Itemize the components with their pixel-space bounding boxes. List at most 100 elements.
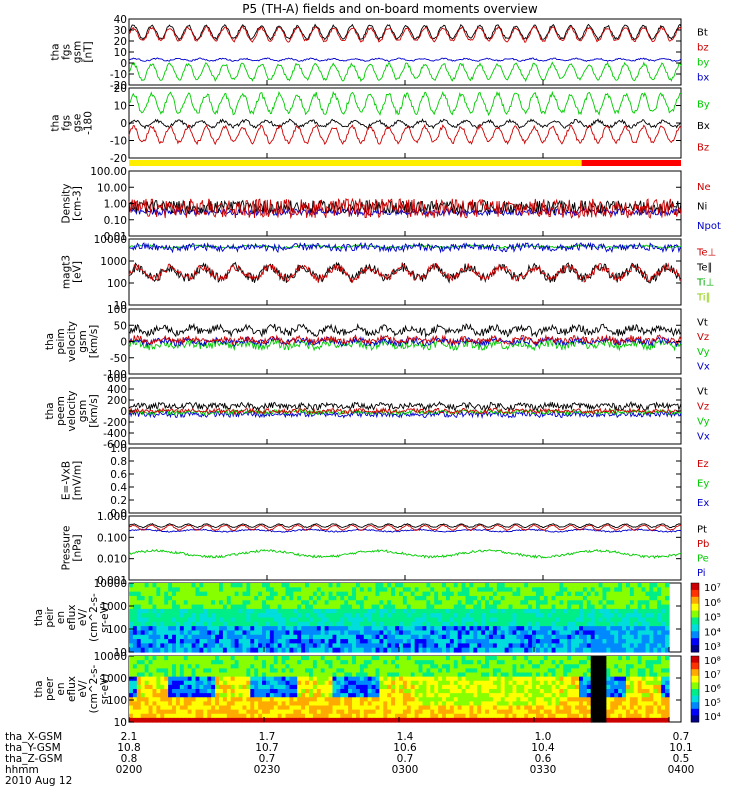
spectrogram-cell bbox=[551, 647, 557, 653]
spectrogram-cell bbox=[340, 697, 345, 702]
spectrogram-cell bbox=[277, 621, 283, 627]
spectrogram-cell bbox=[590, 668, 596, 674]
spectrogram-cell bbox=[219, 608, 224, 614]
spectrogram-cell bbox=[410, 701, 416, 707]
spectrogram-cell bbox=[555, 717, 561, 723]
spectrogram-cell bbox=[132, 693, 138, 698]
spectrogram-cell bbox=[598, 672, 604, 678]
spectrogram-cell bbox=[250, 668, 255, 674]
spectrogram-cell bbox=[414, 643, 420, 649]
spectrogram-cell bbox=[187, 634, 193, 640]
spectrogram-cell bbox=[168, 583, 173, 588]
spectrogram-cell bbox=[136, 676, 142, 682]
spectrogram-cell bbox=[461, 668, 467, 674]
spectrogram-cell bbox=[492, 608, 498, 614]
spectrogram-cell bbox=[625, 664, 631, 669]
spectrogram-cell bbox=[575, 697, 580, 702]
spectrogram-cell bbox=[543, 591, 549, 597]
spectrogram-cell bbox=[371, 705, 377, 711]
spectrogram-cell bbox=[586, 713, 592, 719]
spectrogram-cell bbox=[305, 684, 310, 690]
spectrogram-cell bbox=[269, 608, 275, 614]
spectrogram-cell bbox=[402, 676, 408, 682]
spectrogram-cell bbox=[641, 630, 647, 636]
spectrogram-cell bbox=[281, 621, 287, 627]
spectrogram-cell bbox=[575, 676, 580, 682]
spectrogram-cell bbox=[379, 693, 384, 698]
spectrogram-cell bbox=[590, 604, 596, 610]
spectrogram-cell bbox=[426, 600, 431, 606]
spectrogram-cell bbox=[195, 709, 201, 715]
spectrogram-cell bbox=[629, 595, 635, 601]
spectrogram-cell bbox=[637, 713, 643, 719]
spectrogram-cell bbox=[336, 634, 341, 640]
spectrogram-cell bbox=[469, 709, 474, 715]
spectrogram-cell bbox=[219, 676, 224, 682]
spectrogram-cell bbox=[340, 639, 345, 644]
spectrogram-cell bbox=[430, 608, 435, 614]
spectrogram-cell bbox=[352, 634, 357, 640]
spectrogram-cell bbox=[391, 647, 396, 653]
spectrogram-cell bbox=[301, 660, 306, 665]
spectrogram-cell bbox=[328, 689, 334, 694]
spectrogram-cell bbox=[629, 643, 635, 649]
spectrogram-cell bbox=[234, 604, 240, 610]
spectrogram-cell bbox=[179, 660, 185, 665]
spectrogram-cell bbox=[614, 693, 619, 698]
spectrogram-cell bbox=[555, 630, 561, 636]
spectrogram-cell bbox=[242, 717, 247, 723]
spectrogram-cell bbox=[316, 660, 322, 665]
spectrogram-cell bbox=[187, 705, 193, 711]
spectrogram-cell bbox=[637, 656, 643, 661]
spectrogram-cell bbox=[579, 656, 584, 661]
spectrogram-cell bbox=[633, 656, 639, 661]
spectrogram-cell bbox=[473, 689, 478, 694]
spectrogram-cell bbox=[582, 604, 588, 610]
spectrogram-cell bbox=[586, 626, 592, 632]
spectrogram-cell bbox=[500, 600, 506, 606]
spectrogram-cell bbox=[555, 680, 561, 686]
spectrogram-cell bbox=[535, 680, 541, 686]
spectrogram-cell bbox=[391, 613, 396, 619]
spectrogram-cell bbox=[222, 583, 228, 588]
spectrogram-cell bbox=[524, 604, 529, 610]
spectrogram-cell bbox=[348, 668, 353, 674]
spectrogram-cell bbox=[207, 701, 212, 707]
spectrogram-cell bbox=[535, 583, 541, 588]
spectrogram-cell bbox=[442, 676, 447, 682]
spectrogram-cell bbox=[618, 583, 623, 588]
spectrogram-cell bbox=[195, 634, 201, 640]
spectrogram-cell bbox=[406, 643, 412, 649]
spectrogram-cell bbox=[410, 613, 416, 619]
spectrogram-cell bbox=[579, 621, 584, 627]
spectrogram-cell bbox=[629, 613, 635, 619]
spectrogram-cell bbox=[661, 660, 666, 665]
spectrogram-cell bbox=[567, 689, 572, 694]
spectrogram-cell bbox=[309, 656, 314, 661]
spectrogram-cell bbox=[438, 626, 443, 632]
spectrogram-cell bbox=[367, 717, 373, 723]
spectrogram-cell bbox=[625, 709, 631, 715]
spectrogram-cell bbox=[316, 600, 322, 606]
spectrogram-cell bbox=[371, 604, 377, 610]
spectrogram-cell bbox=[598, 600, 604, 606]
spectrogram-cell bbox=[410, 583, 416, 588]
spectrogram-cell bbox=[645, 701, 651, 707]
ephemeris-row-label: hhmm bbox=[5, 764, 39, 776]
spectrogram-cell bbox=[332, 604, 337, 610]
spectrogram-cell bbox=[571, 613, 576, 619]
spectrogram-cell bbox=[453, 617, 459, 623]
spectrogram-cell bbox=[473, 697, 478, 702]
spectrogram-cell bbox=[379, 617, 384, 623]
spectrogram-cell bbox=[387, 639, 392, 644]
spectrogram-cell bbox=[234, 689, 240, 694]
spectrogram-cell bbox=[175, 634, 181, 640]
spectrogram-cell bbox=[387, 587, 392, 593]
spectrogram-cell bbox=[532, 600, 537, 606]
spectrogram-cell bbox=[598, 583, 604, 588]
spectrogram-cell bbox=[352, 701, 357, 707]
spectrogram-cell bbox=[195, 717, 201, 723]
spectrogram-cell bbox=[367, 709, 373, 715]
spectrogram-cell bbox=[571, 660, 576, 665]
spectrogram-cell bbox=[265, 617, 271, 623]
